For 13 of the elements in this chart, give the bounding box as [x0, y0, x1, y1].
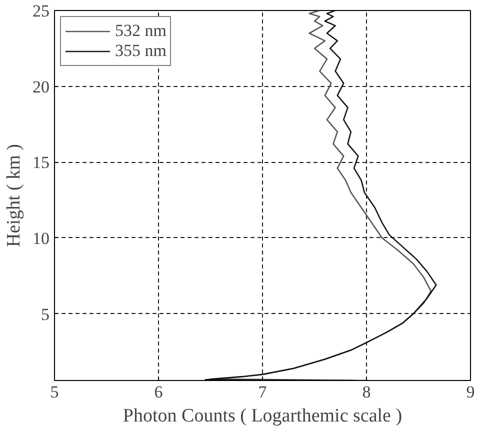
y-tick-label: 25 — [32, 2, 50, 20]
x-tick-label: 8 — [362, 382, 371, 402]
x-tick-label: 6 — [154, 382, 163, 402]
legend-label: 355 nm — [115, 41, 166, 61]
y-tick-label: 15 — [32, 153, 50, 172]
legend-label: 532 nm — [115, 21, 166, 41]
y-tick-label: 5 — [41, 304, 50, 324]
y-tick-label: 20 — [32, 77, 50, 96]
y-tick-label: 10 — [32, 228, 50, 248]
x-tick-label: 9 — [466, 382, 475, 402]
x-tick-label: 7 — [258, 382, 268, 402]
y-axis-title: Height ( km ) — [4, 144, 24, 247]
x-axis-title: Photon Counts ( Logarthemic scale ) — [122, 406, 402, 426]
